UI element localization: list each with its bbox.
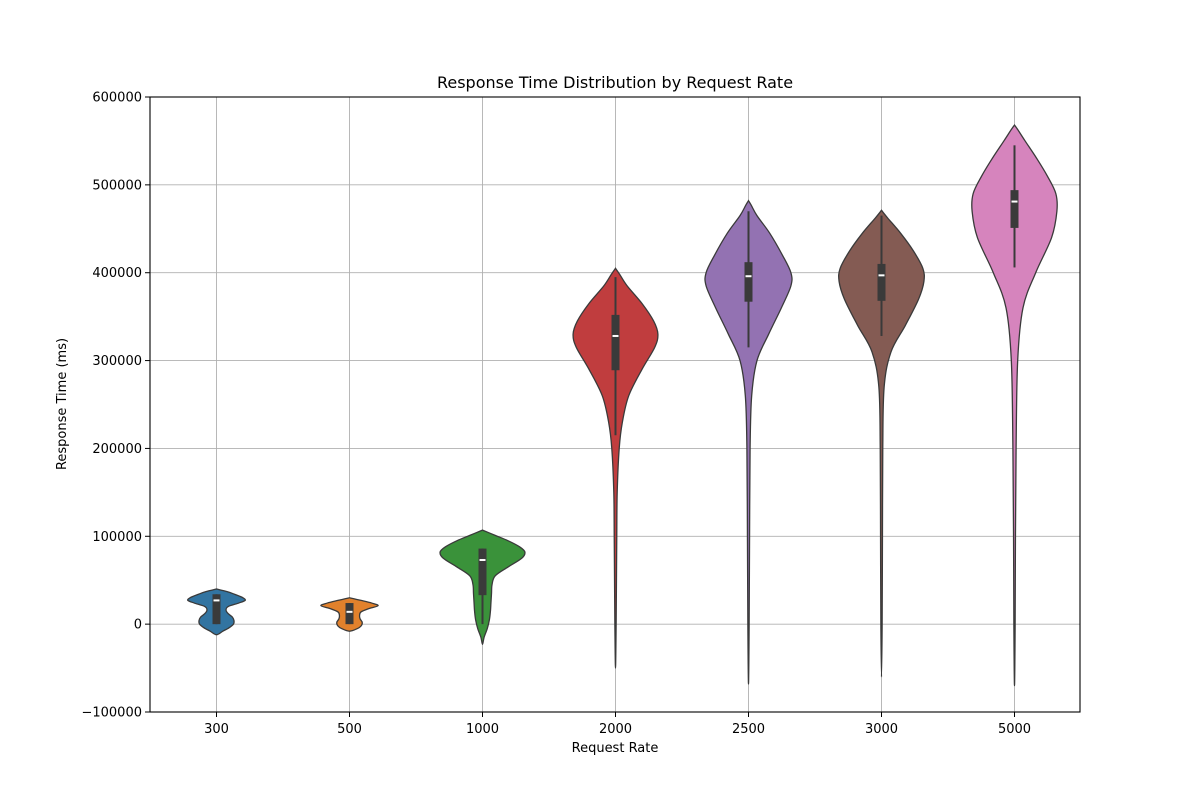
y-tick-label: 100000 xyxy=(92,530,142,545)
violin-body xyxy=(971,123,1058,687)
violin-iqr-box xyxy=(744,262,753,302)
y-tick-label: 600000 xyxy=(92,91,142,106)
x-tick-label: 2500 xyxy=(732,722,765,737)
x-tick-label: 500 xyxy=(337,722,362,737)
y-axis-title: Response Time (ms) xyxy=(55,338,70,470)
x-tick-label: 300 xyxy=(204,722,229,737)
violin-5000 xyxy=(971,123,1058,687)
violin-2500 xyxy=(704,199,793,685)
x-tick-label: 1000 xyxy=(466,722,499,737)
violin-iqr-box xyxy=(877,263,886,301)
x-tick-label: 3000 xyxy=(865,722,898,737)
x-axis-title: Request Rate xyxy=(572,741,659,756)
x-tick-label: 5000 xyxy=(998,722,1031,737)
violin-layer xyxy=(187,123,1058,687)
axis-layer: −100000 0 100000 200000 300000 400000 500000 60… xyxy=(81,91,1031,738)
chart-title: Response Time Distribution by Request Ra… xyxy=(437,73,793,92)
violin-300 xyxy=(187,588,246,636)
violin-3000 xyxy=(838,209,925,678)
y-tick-label: 400000 xyxy=(92,266,142,281)
y-tick-label: 300000 xyxy=(92,354,142,369)
violin-iqr-box xyxy=(345,603,354,625)
violin-body xyxy=(572,267,659,669)
violin-500 xyxy=(320,597,379,632)
violin-2000 xyxy=(572,267,659,669)
violin-1000 xyxy=(439,529,526,646)
y-tick-label: 500000 xyxy=(92,178,142,193)
y-tick-label: 200000 xyxy=(92,442,142,457)
y-tick-label: −100000 xyxy=(81,706,142,721)
violin-iqr-box xyxy=(478,548,487,596)
x-tick-label: 2000 xyxy=(599,722,632,737)
y-tick-label: 0 xyxy=(134,618,142,633)
violin-body xyxy=(704,199,793,685)
violin-iqr-box xyxy=(212,594,221,625)
violin-body xyxy=(838,209,925,678)
violin-iqr-box xyxy=(1010,190,1019,228)
violin-iqr-box xyxy=(611,314,620,371)
